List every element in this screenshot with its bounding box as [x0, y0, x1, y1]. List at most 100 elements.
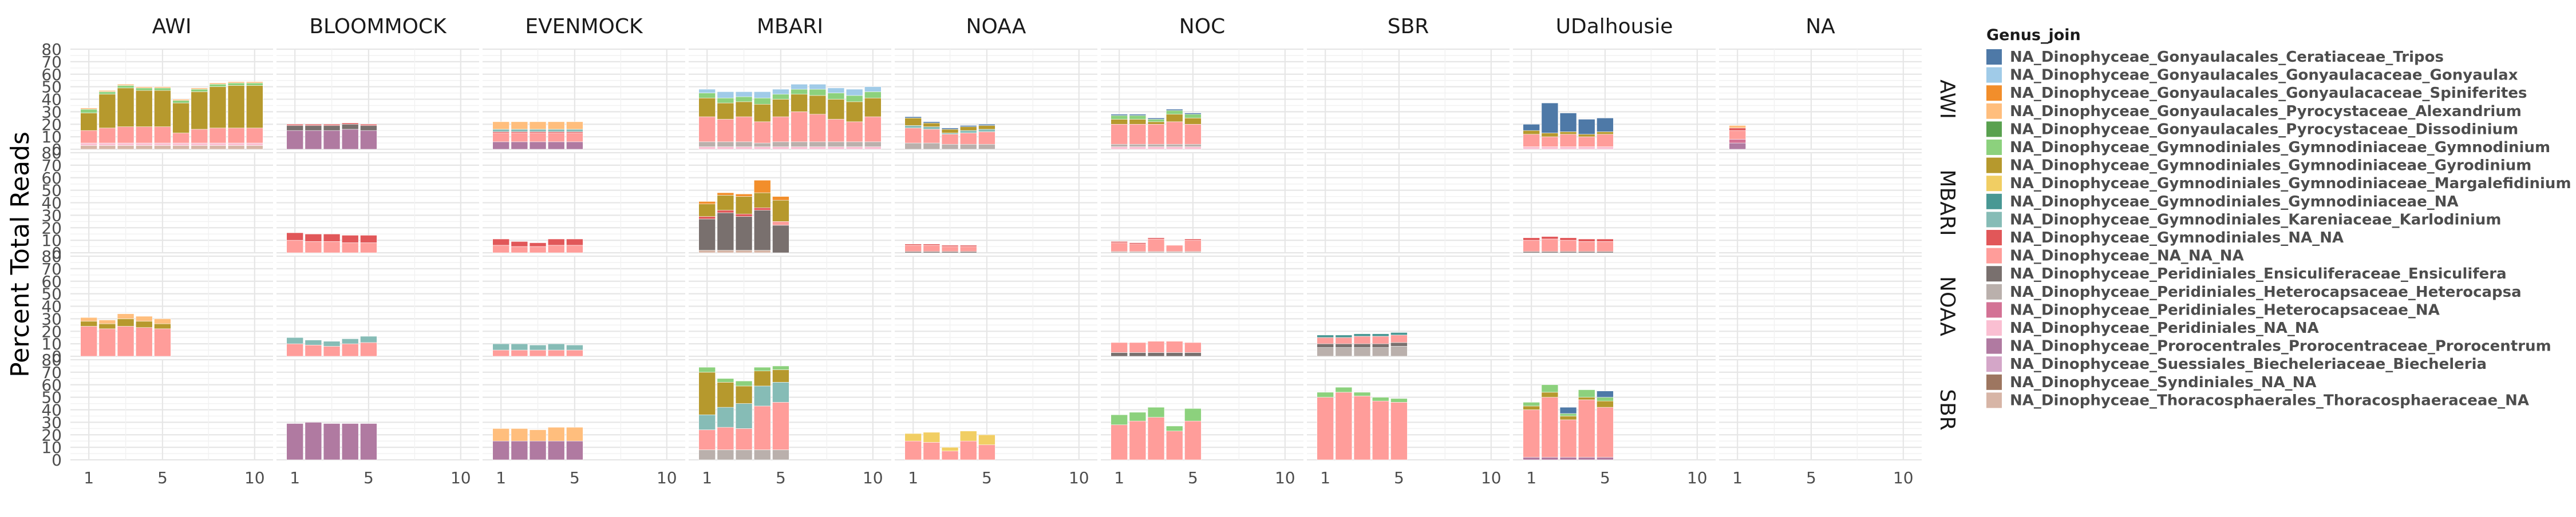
bar-segment-awi-noc-x3-nnn — [1147, 124, 1165, 145]
bar-segment-awi-mbari-x9-gyr — [846, 101, 863, 122]
bar-segment-awi-awi-x10-gyr — [246, 85, 263, 129]
bar-segment-noaa-evenmock-x1-nnn — [492, 349, 509, 357]
legend-label-het: NA_Dinophyceae_Peridiniales_Heterocapsac… — [2010, 284, 2522, 301]
column-strip-na: NA — [1805, 15, 1835, 38]
bar-segment-mbari-bloommock-x5-nnn — [360, 242, 377, 253]
bar-segment-noaa-sbr-x1-ens — [1317, 343, 1334, 348]
bar-segment-awi-mbari-x5-het — [772, 141, 789, 147]
bar-segment-sbr-udalhousie-x4-gyr — [1578, 397, 1595, 400]
bar-segment-sbr-evenmock-x1-pro — [492, 440, 509, 460]
bar-segment-noaa-awi-x1-nnn — [80, 326, 97, 357]
bar-segment-awi-noc-x4-het — [1165, 144, 1183, 147]
bar-segment-awi-evenmock-x5-gnn — [566, 132, 583, 133]
bar-segment-sbr-evenmock-x3-pro — [529, 440, 547, 460]
bar-segment-awi-awi-x4-tho — [135, 145, 153, 150]
bar-segment-awi-noc-x1-nnn — [1111, 124, 1128, 145]
bar-segment-mbari-noaa-x1-nnn — [904, 245, 922, 252]
bar-segment-awi-awi-x8-gyr — [209, 86, 227, 129]
bar-segment-awi-awi-x6-ale — [172, 99, 189, 101]
y-tick-label: 80 — [41, 247, 62, 266]
bar-segment-noaa-noc-x4-nnn — [1165, 341, 1183, 353]
y-tick-label: 0 — [52, 451, 62, 470]
bar-segment-sbr-sbr-x3-nnn — [1353, 396, 1371, 460]
bar-segment-sbr-noaa-x4-nnn — [959, 440, 977, 460]
bar-segment-awi-noaa-x5-kar — [978, 129, 995, 132]
bar-segment-awi-mbari-x1-het — [698, 141, 716, 147]
bar-segment-awi-mbari-x9-nnn — [846, 121, 863, 142]
bar-segment-sbr-noc-x2-gym — [1129, 412, 1147, 421]
bar-segment-sbr-udalhousie-x2-gym — [1541, 384, 1559, 393]
bar-segment-awi-bloommock-x3-gnn — [323, 124, 341, 126]
bar-segment-awi-mbari-x5-gon — [772, 89, 789, 95]
bar-segment-mbari-noc-x5-gnn — [1184, 238, 1202, 241]
legend-swatch-pnn — [1986, 320, 2002, 336]
legend-swatch-nnn — [1986, 248, 2002, 264]
bar-segment-sbr-udalhousie-x1-nnn — [1523, 409, 1540, 458]
bar-segment-awi-noaa-x4-het — [959, 144, 977, 150]
bar-segment-awi-awi-x2-gyr — [98, 94, 116, 129]
x-tick-label: 1 — [84, 468, 94, 487]
bar-segment-noaa-evenmock-x2-kar — [511, 343, 528, 351]
y-tick-label: 50 — [41, 78, 62, 97]
legend-swatch-gyr — [1986, 157, 2002, 173]
bar-segment-awi-awi-x2-gym — [98, 92, 116, 95]
bar-segment-mbari-noc-x3-nnn — [1147, 238, 1165, 252]
bar-segment-mbari-mbari-x3-spi — [735, 193, 753, 197]
legend-swatch-gon — [1986, 67, 2002, 83]
bar-segment-mbari-mbari-x3-tho — [735, 250, 753, 253]
legend-label-ale: NA_Dinophyceae_Gonyaulacales_Pyrocystace… — [2010, 103, 2522, 120]
bar-segment-awi-noaa-x2-het — [923, 142, 941, 150]
y-tick-label: 0 — [52, 140, 62, 159]
bar-segment-awi-awi-x1-gyr — [80, 113, 97, 131]
bar-segment-awi-noaa-x1-tri — [904, 116, 922, 118]
x-tick-label: 5 — [982, 468, 992, 487]
bar-segment-awi-noc-x3-gym — [1147, 119, 1165, 122]
bar-segment-mbari-udalhousie-x1-nnn — [1523, 240, 1540, 252]
bar-segment-mbari-udalhousie-x5-ens — [1597, 251, 1614, 253]
bar-segment-awi-mbari-x4-pnn — [753, 146, 771, 150]
y-tick-label: 20 — [41, 218, 62, 237]
bar-segment-awi-udalhousie-x4-nnn — [1578, 136, 1595, 147]
legend-label-pnn: NA_Dinophyceae_Peridiniales_NA_NA — [2010, 320, 2319, 337]
bar-segment-sbr-udalhousie-x5-pro — [1597, 457, 1614, 460]
bar-segment-noaa-bloommock-x1-kar — [286, 337, 303, 344]
bar-segment-awi-evenmock-x1-kar — [492, 129, 509, 132]
bar-segment-awi-na-x1-hna — [1729, 139, 1746, 144]
bar-segment-mbari-evenmock-x4-nnn — [547, 245, 565, 253]
bar-segment-awi-awi-x2-pnn — [98, 142, 116, 146]
bar-segment-sbr-mbari-x2-gyr — [717, 382, 734, 408]
y-tick-label: 10 — [41, 231, 62, 250]
bar-segment-noaa-evenmock-x3-nnn — [529, 349, 547, 357]
bar-segment-awi-noc-x2-nnn — [1129, 124, 1147, 145]
bar-segment-awi-awi-x1-gym — [80, 109, 97, 113]
bar-segment-mbari-mbari-x3-gnn — [735, 213, 753, 217]
bar-segment-awi-mbari-x9-het — [846, 141, 863, 147]
bar-segment-awi-noc-x2-gyr — [1129, 119, 1147, 125]
bar-segment-awi-mbari-x7-nnn — [809, 114, 827, 142]
bar-segment-mbari-udalhousie-x3-ens — [1559, 251, 1577, 253]
bar-segment-mbari-noaa-x4-gnn — [959, 245, 977, 247]
bar-segment-noaa-awi-x5-gyr — [154, 323, 171, 329]
bar-segment-awi-bloommock-x1-gnn — [286, 124, 303, 126]
bar-segment-awi-awi-x9-gyr — [227, 85, 245, 129]
bar-segment-awi-noaa-x3-gyr — [941, 129, 959, 133]
bar-segment-awi-noaa-x4-tri — [959, 125, 977, 127]
bar-segment-sbr-mbari-x5-nnn — [772, 402, 789, 450]
bar-segment-sbr-mbari-x3-gyr — [735, 385, 753, 404]
bar-segment-mbari-bloommock-x4-gnn — [341, 235, 359, 243]
bar-segment-sbr-udalhousie-x1-gyr — [1523, 405, 1540, 410]
bar-segment-awi-bloommock-x1-pro — [286, 130, 303, 150]
legend-swatch-dis — [1986, 121, 2002, 137]
bar-segment-awi-evenmock-x1-ale — [492, 121, 509, 130]
bar-segment-noaa-evenmock-x4-kar — [547, 343, 565, 351]
bar-segment-awi-bloommock-x4-pro — [341, 129, 359, 150]
bar-segment-awi-noaa-x3-het — [941, 144, 959, 150]
bar-segment-awi-evenmock-x3-nnn — [529, 133, 547, 142]
bar-segment-awi-noc-x2-het — [1129, 144, 1147, 147]
y-tick-label: 20 — [41, 425, 62, 444]
bar-segment-mbari-mbari-x2-gnn — [717, 210, 734, 213]
bar-segment-awi-mbari-x3-gym — [735, 96, 753, 102]
bar-segment-sbr-noaa-x3-mar — [941, 447, 959, 451]
